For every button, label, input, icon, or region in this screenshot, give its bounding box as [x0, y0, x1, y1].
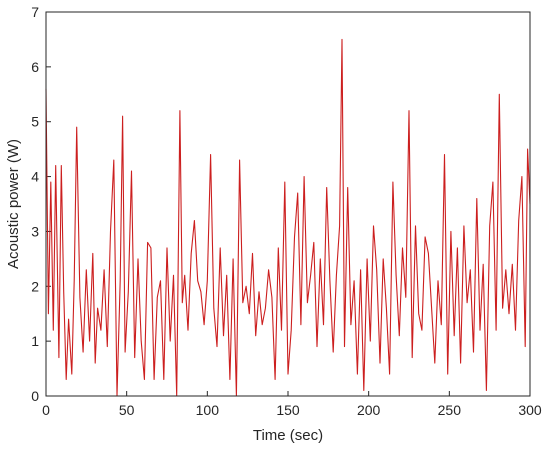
- x-tick-label: 250: [438, 402, 462, 418]
- y-tick-label: 7: [31, 4, 39, 20]
- x-axis-title: Time (sec): [253, 427, 323, 444]
- y-tick-label: 2: [31, 278, 39, 294]
- x-tick-label: 100: [196, 402, 220, 418]
- y-tick-label: 3: [31, 223, 39, 239]
- y-tick-label: 1: [31, 333, 39, 349]
- y-tick-label: 4: [31, 169, 39, 185]
- y-axis-ticks: 0 1 2 3 4 5 6 7: [31, 4, 51, 404]
- plot-frame: [45, 11, 531, 397]
- x-tick-label: 150: [276, 402, 300, 418]
- y-tick-label: 0: [31, 388, 39, 404]
- y-tick-label: 5: [31, 114, 39, 130]
- series-line: [45, 38, 531, 397]
- y-axis-title: Acoustic power (W): [5, 139, 22, 269]
- x-tick-label: 0: [42, 402, 50, 418]
- x-tick-label: 50: [119, 402, 135, 418]
- y-tick-label: 6: [31, 59, 39, 75]
- x-axis-ticks: 0 50 100 150 200 250 300: [42, 391, 542, 418]
- x-tick-label: 200: [357, 402, 381, 418]
- x-tick-label: 300: [518, 402, 542, 418]
